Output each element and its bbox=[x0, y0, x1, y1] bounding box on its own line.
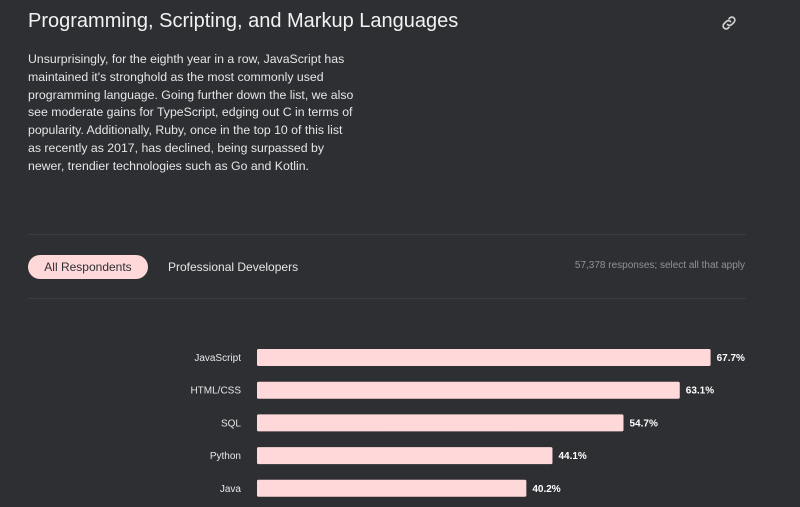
category-label: Python bbox=[210, 451, 241, 462]
bar bbox=[257, 381, 680, 399]
tab-professional-developers[interactable]: Professional Developers bbox=[168, 260, 299, 274]
value-label: 44.1% bbox=[558, 451, 586, 462]
responses-count: 57,378 responses; select all that apply bbox=[574, 260, 745, 271]
value-label: 40.2% bbox=[532, 484, 560, 495]
value-label: 63.1% bbox=[686, 386, 714, 397]
link-icon[interactable] bbox=[720, 14, 738, 32]
category-label: JavaScript bbox=[194, 353, 241, 364]
tab-all-respondents[interactable]: All Respondents bbox=[28, 255, 148, 279]
category-label: SQL bbox=[221, 418, 241, 429]
page-title: Programming, Scripting, and Markup Langu… bbox=[28, 10, 459, 32]
bar bbox=[257, 349, 711, 366]
category-label: Java bbox=[220, 484, 242, 495]
value-label: 54.7% bbox=[629, 418, 657, 429]
category-label: HTML/CSS bbox=[190, 386, 241, 397]
bar bbox=[257, 447, 553, 465]
bar bbox=[257, 479, 527, 497]
section-description: Unsurprisingly, for the eighth year in a… bbox=[28, 52, 354, 173]
value-label: 67.7% bbox=[717, 353, 745, 364]
divider bbox=[28, 234, 746, 235]
bar bbox=[257, 414, 624, 432]
bar-chart: JavaScript 67.7% HTML/CSS 63.1% SQL 54.7% Pyth… bbox=[190, 349, 745, 497]
divider bbox=[28, 298, 746, 299]
